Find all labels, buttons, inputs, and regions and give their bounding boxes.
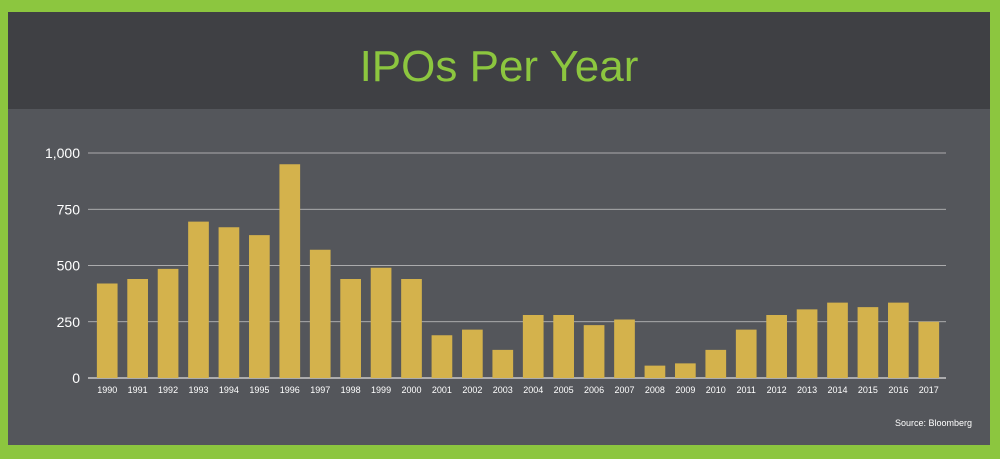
bar-2012 — [766, 315, 787, 378]
bar-2016 — [888, 302, 909, 378]
title-banner: IPOs Per Year — [8, 12, 990, 109]
bar-2007 — [614, 319, 635, 378]
y-tick-label: 250 — [57, 314, 81, 330]
bar-2013 — [796, 309, 818, 378]
x-tick-label: 2017 — [919, 385, 939, 395]
x-tick-label: 1992 — [158, 385, 178, 395]
y-tick-label: 0 — [72, 370, 80, 386]
x-tick-label: 2003 — [493, 385, 513, 395]
bar-2003 — [492, 349, 514, 378]
x-tick-label: 1998 — [341, 385, 361, 395]
x-tick-label: 2007 — [614, 385, 634, 395]
bar-1998 — [340, 279, 361, 378]
bar-1991 — [127, 279, 148, 378]
x-tick-label: 2016 — [888, 385, 908, 395]
y-tick-label: 1,000 — [45, 145, 80, 161]
x-tick-label: 1997 — [310, 385, 330, 395]
x-tick-label: 2005 — [554, 385, 574, 395]
bar-1995 — [249, 235, 270, 378]
x-tick-label: 2013 — [797, 385, 817, 395]
x-tick-label: 2001 — [432, 385, 452, 395]
y-tick-label: 750 — [57, 201, 81, 217]
x-tick-label: 2004 — [523, 385, 543, 395]
x-tick-label: 1993 — [188, 385, 208, 395]
bar-2008 — [644, 365, 666, 378]
x-tick-label: 2008 — [645, 385, 665, 395]
x-tick-label: 2014 — [827, 385, 847, 395]
y-tick-label: 500 — [57, 258, 81, 274]
x-tick-label: 1999 — [371, 385, 391, 395]
bar-1990 — [96, 283, 118, 378]
x-tick-label: 2009 — [675, 385, 695, 395]
bar-1993 — [188, 221, 209, 378]
x-tick-label: 2015 — [858, 385, 878, 395]
bar-2011 — [735, 329, 757, 378]
bar-1997 — [309, 249, 331, 378]
bar-2005 — [553, 315, 574, 378]
x-tick-label: 2011 — [737, 385, 756, 395]
x-tick-label: 1996 — [280, 385, 300, 395]
bar-2009 — [675, 363, 696, 378]
bar-1999 — [370, 267, 392, 378]
x-tick-label: 2000 — [401, 385, 421, 395]
bar-2000 — [401, 279, 422, 378]
x-tick-label: 1991 — [128, 385, 148, 395]
chart-title: IPOs Per Year — [359, 42, 639, 91]
bar-2014 — [827, 302, 848, 378]
bar-2002 — [462, 329, 483, 378]
bar-2001 — [431, 335, 453, 378]
bar-2015 — [857, 307, 879, 378]
bar-2006 — [583, 325, 605, 378]
x-tick-label: 1990 — [97, 385, 117, 395]
x-tick-label: 2010 — [706, 385, 726, 395]
x-tick-label: 2002 — [462, 385, 482, 395]
x-tick-label: 1995 — [249, 385, 269, 395]
bar-2004 — [522, 315, 544, 378]
bar-1996 — [279, 164, 301, 378]
source-note: Source: Bloomberg — [894, 418, 972, 428]
bar-2010 — [705, 349, 727, 378]
bar-2017 — [918, 321, 940, 378]
x-tick-label: 2012 — [767, 385, 787, 395]
bar-1994 — [218, 227, 240, 378]
x-tick-label: 2006 — [584, 385, 604, 395]
bar-1992 — [157, 268, 179, 378]
x-tick-label: 1994 — [219, 385, 239, 395]
